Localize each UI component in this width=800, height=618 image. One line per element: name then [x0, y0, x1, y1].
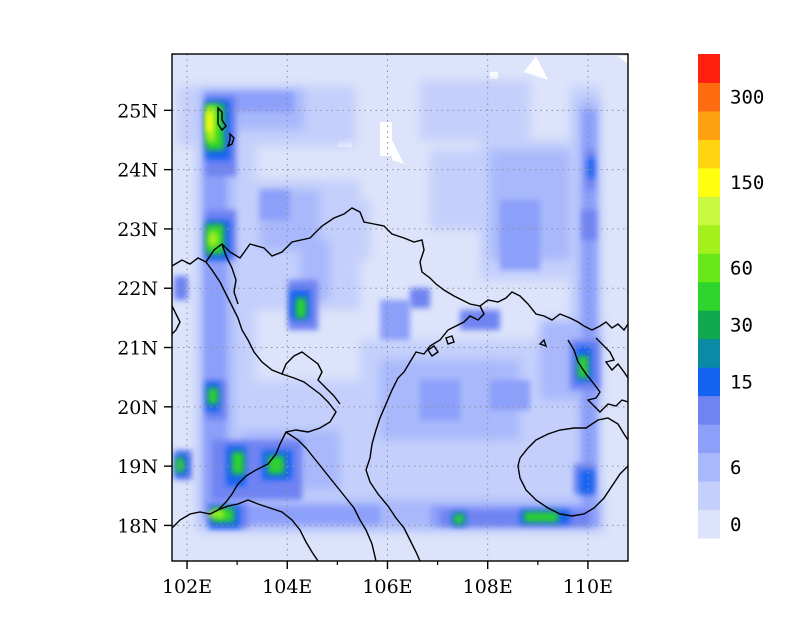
taiwan-gulf-islands — [427, 335, 548, 357]
lat-tick-label: 19N — [117, 456, 158, 478]
lon-tick-label: 108E — [463, 576, 513, 598]
boundary-lines — [172, 106, 628, 561]
colorbar-swatch — [698, 82, 720, 112]
colorbar-label: 150 — [730, 172, 764, 194]
colorbar-swatch — [698, 338, 720, 368]
lake-erhai — [217, 106, 235, 148]
laos-border-2 — [281, 351, 341, 405]
lon-tick-label: 104E — [262, 576, 312, 598]
colorbar-swatch — [698, 367, 720, 397]
china-coast — [365, 305, 485, 561]
lat-tick-label: 20N — [117, 397, 158, 419]
colorbar-label: 0 — [730, 514, 741, 536]
laos-north — [221, 243, 239, 305]
precipitation-field — [174, 56, 628, 532]
colorbar-swatch — [698, 224, 720, 254]
map-frame — [171, 53, 629, 562]
map-panel: 102E 104E 106E 108E 110E 18N 19N 20N 21N 22N 23N 24… — [117, 53, 629, 598]
colorbar-label: 15 — [730, 371, 753, 393]
colorbar-label: 6 — [730, 457, 741, 479]
lat-tick-label: 21N — [117, 338, 158, 360]
colorbar-swatch — [698, 253, 720, 283]
colorbar-swatch — [698, 424, 720, 454]
leizhou-peninsula — [567, 339, 628, 413]
colorbar-swatch — [698, 509, 720, 539]
colorbar-swatch — [698, 481, 720, 511]
colorbar-swatch — [698, 54, 720, 83]
colorbar-swatch — [698, 310, 720, 340]
lat-tick-label: 22N — [117, 278, 158, 300]
guangxi-coast — [583, 321, 628, 379]
myanmar-laos-border — [172, 499, 319, 561]
colorbar-swatch — [698, 167, 720, 197]
lon-tick-label: 110E — [563, 576, 613, 598]
vietnam-laos-south — [285, 431, 377, 561]
colorbar-swatch — [698, 196, 720, 226]
lat-tick-label: 18N — [117, 515, 158, 537]
lon-tick-label: 106E — [362, 576, 412, 598]
colorbar-swatch — [698, 110, 720, 140]
colorbar-swatch — [698, 452, 720, 482]
colorbar-label: 60 — [730, 258, 753, 280]
graticule — [172, 54, 628, 561]
hainan-island — [517, 417, 628, 517]
axis-ticks: 102E 104E 106E 108E 110E 18N 19N 20N 21N 22N 23N 24… — [117, 100, 613, 598]
colorbar-label: 30 — [730, 314, 753, 336]
lat-tick-label: 23N — [117, 219, 158, 241]
colorbar-label: 300 — [730, 87, 764, 109]
colorbar: 0 6 15 30 60 150 300 — [698, 54, 764, 539]
lon-tick-label: 102E — [162, 576, 212, 598]
lat-tick-label: 24N — [117, 160, 158, 182]
china-vietnam-laos-border — [172, 207, 585, 327]
laos-vietnam-border — [205, 261, 337, 511]
colorbar-swatch — [698, 395, 720, 425]
colorbar-swatch — [698, 281, 720, 311]
lat-tick-label: 25N — [117, 100, 158, 122]
colorbar-swatch — [698, 139, 720, 169]
yunnan-west — [172, 305, 181, 335]
